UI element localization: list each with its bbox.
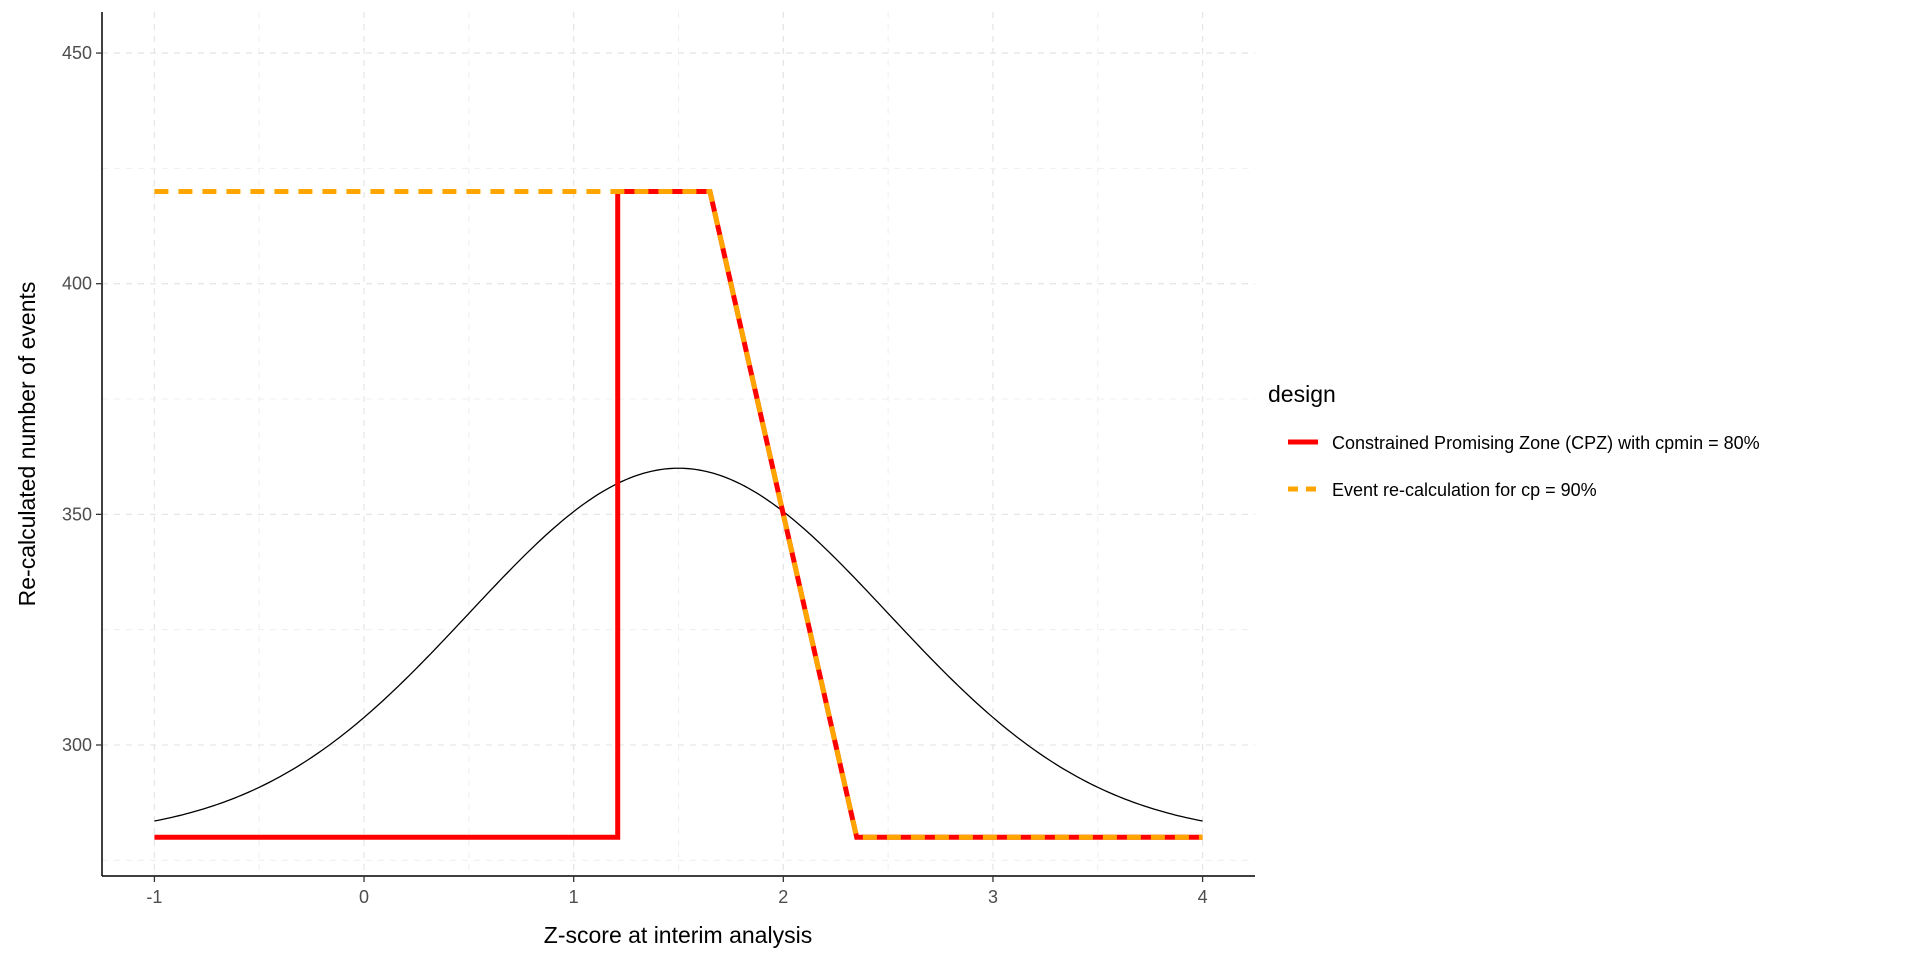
density-curve — [154, 467, 1203, 822]
y-axis-title: Re-calculated number of events — [14, 282, 40, 607]
y-tick-label: 350 — [62, 504, 92, 524]
legend-label-cpz: Constrained Promising Zone (CPZ) with cp… — [1332, 433, 1760, 453]
series-lines — [154, 188, 1203, 840]
x-tick-label: 4 — [1198, 887, 1208, 907]
x-tick-label: 2 — [778, 887, 788, 907]
y-tick-label: 300 — [62, 735, 92, 755]
grid — [102, 12, 1255, 876]
legend-label-event: Event re-calculation for cp = 90% — [1332, 480, 1597, 500]
x-tick-label: -1 — [146, 887, 162, 907]
y-tick-label: 400 — [62, 274, 92, 294]
density-curve-line — [154, 467, 1203, 822]
legend: design Constrained Promising Zone (CPZ) … — [1268, 381, 1760, 500]
series-line-event-recalc — [154, 188, 1203, 840]
legend-title: design — [1268, 381, 1336, 407]
x-tick-label: 0 — [359, 887, 369, 907]
x-axis-title: Z-score at interim analysis — [544, 922, 812, 948]
y-tick-label: 450 — [62, 43, 92, 63]
x-tick-label: 1 — [569, 887, 579, 907]
x-tick-label: 3 — [988, 887, 998, 907]
axes: -1 0 1 2 3 4 300 350 400 450 — [62, 12, 1255, 907]
